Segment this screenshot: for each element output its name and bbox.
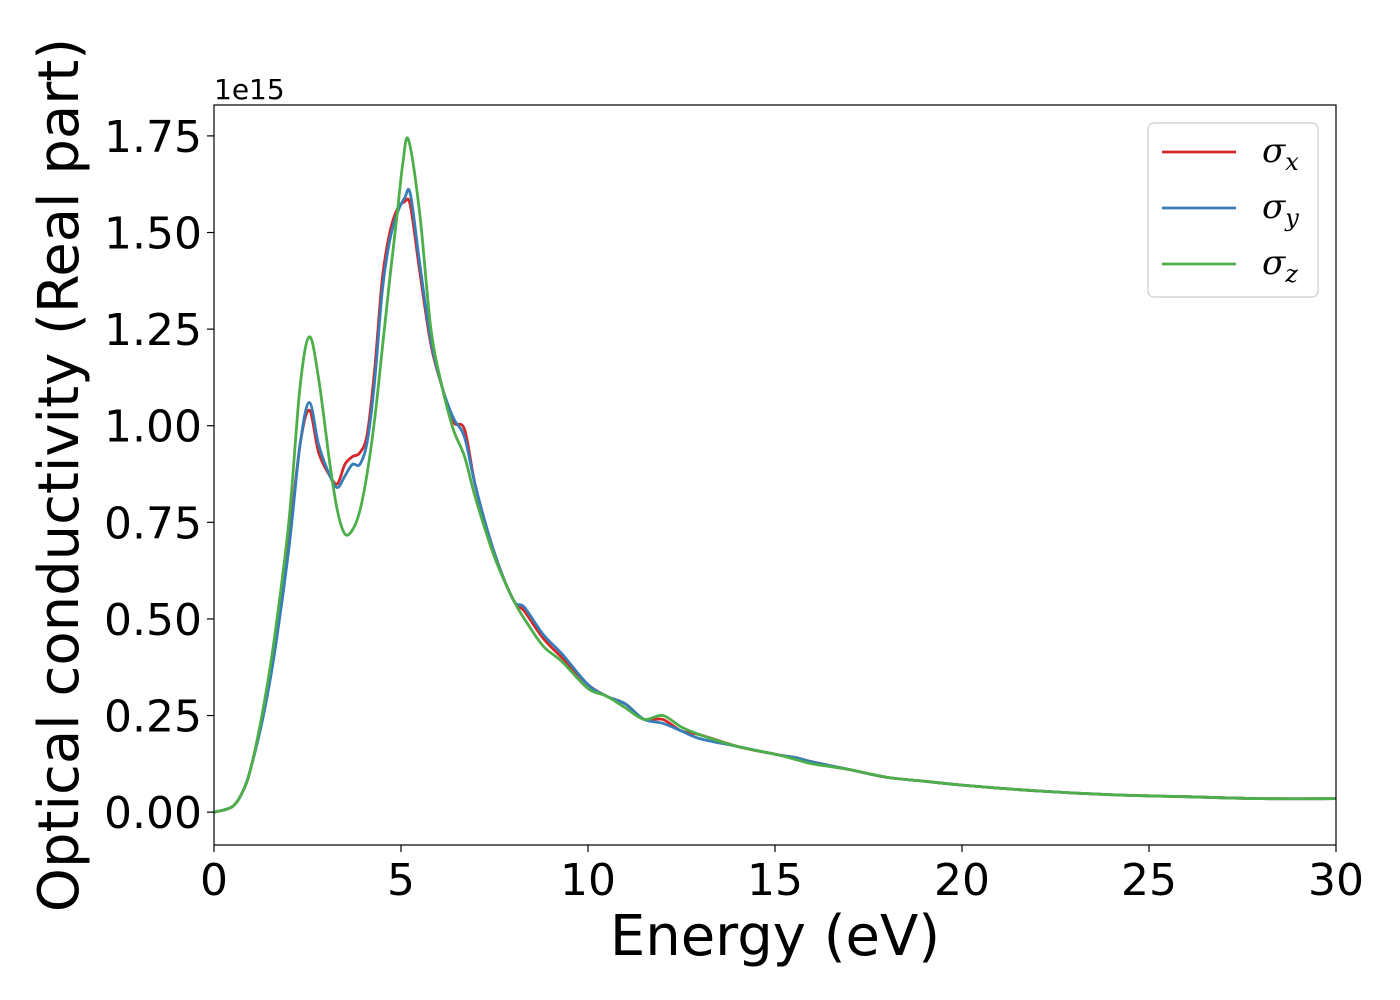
y-tick-label: 0.25 <box>104 692 202 743</box>
y-tick-label: 1.50 <box>104 209 202 260</box>
y-axis-title: Optical conductivity (Real part) <box>27 38 92 912</box>
y-tick-label: 1.00 <box>104 402 202 453</box>
y-tick-label: 0.50 <box>104 595 202 646</box>
y-axis-ticks: 0.00 0.25 0.50 0.75 1.00 1.25 1.50 1.75 <box>104 112 214 839</box>
y-tick-label: 0.75 <box>104 498 202 549</box>
x-tick-label: 25 <box>1121 855 1177 906</box>
x-tick-label: 10 <box>560 855 616 906</box>
y-tick-label: 1.25 <box>104 305 202 356</box>
x-tick-label: 0 <box>200 855 228 906</box>
x-tick-label: 5 <box>387 855 415 906</box>
legend-box <box>1147 122 1319 298</box>
y-axis-offset-label: 1e15 <box>214 73 285 106</box>
x-axis-title: Energy (eV) <box>610 904 940 969</box>
legend-label-y: σy <box>1262 187 1299 232</box>
x-tick-label: 30 <box>1308 855 1364 906</box>
x-tick-label: 20 <box>934 855 990 906</box>
y-tick-label: 0.00 <box>104 788 202 839</box>
series-line-z <box>213 136 1337 814</box>
y-tick-label: 1.75 <box>104 112 202 163</box>
x-axis-ticks: 0 5 10 15 20 25 30 <box>200 845 1364 906</box>
series-lines <box>213 136 1337 814</box>
x-tick-label: 15 <box>747 855 803 906</box>
